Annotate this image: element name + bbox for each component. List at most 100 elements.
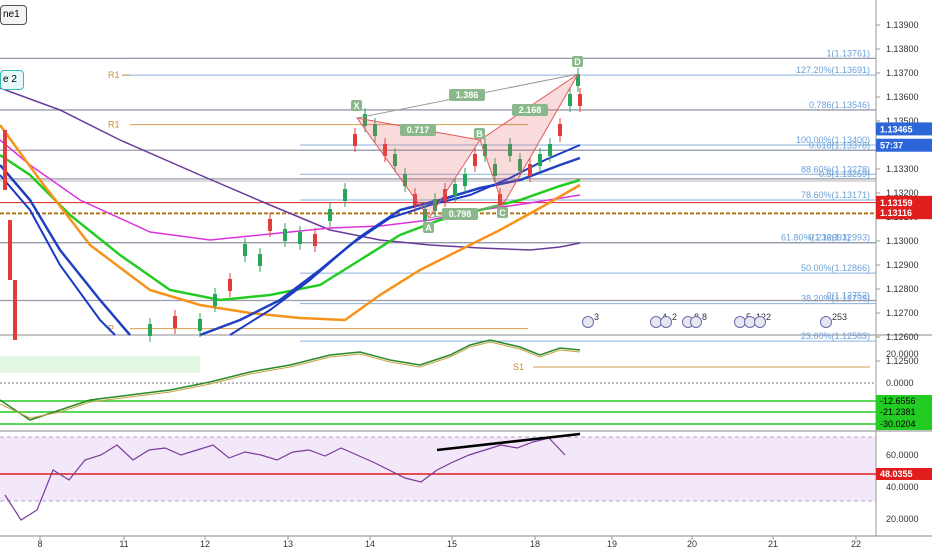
ma-orange-line [0, 124, 581, 322]
event-badge-label: 3 [594, 312, 599, 322]
pattern-point-badge [497, 207, 508, 218]
pattern-point-badge [474, 128, 485, 139]
price-tick-label: 1.13700 [886, 68, 919, 78]
pattern-point-label: B [476, 129, 483, 139]
indicator-chip-1-label: ne1 [3, 9, 20, 20]
candle-body [423, 209, 427, 221]
pattern-ratio-badge [400, 124, 436, 136]
candle-body [243, 244, 247, 256]
candle-body [453, 184, 457, 196]
event-badge-label: 2 [766, 312, 771, 322]
candle-body [578, 94, 582, 106]
pivot-label: R1 [108, 70, 120, 80]
candle-body [363, 114, 367, 126]
osc-level-badge [876, 395, 932, 407]
candle-body [538, 154, 542, 166]
price-badge [876, 195, 932, 209]
event-badge [820, 316, 832, 328]
indicator-chip-2[interactable]: e 2 [0, 70, 24, 90]
candle-body [473, 154, 477, 166]
fib-level-label: 38.20%(1.12739) [801, 294, 870, 304]
candle-body [328, 209, 332, 221]
candle-body [433, 199, 437, 211]
event-badge [660, 316, 672, 328]
price-badge-label: 57:37 [880, 141, 903, 151]
x-tick-label: 11 [119, 539, 128, 549]
event-badge [754, 316, 766, 328]
price-tick-label: 1.12700 [886, 308, 919, 318]
pattern-point-label: A [425, 223, 432, 233]
candle-body [508, 144, 512, 156]
event-badge [744, 316, 756, 328]
price-badge-label: 1.13465 [880, 124, 913, 134]
pattern-ratio-badge [442, 208, 478, 220]
pattern-ratio-label: 2.168 [519, 105, 542, 115]
price-tick-label: 1.12500 [886, 356, 919, 366]
price-tick-label: 1.13900 [886, 20, 919, 30]
pattern-point-badge [423, 222, 434, 233]
candle-body [576, 74, 580, 86]
fib-level-label: 0.618(1.13378) [809, 140, 870, 150]
rsi-line [4, 437, 566, 521]
candle-body [373, 124, 377, 136]
fib-level-label: 0(1.12752) [826, 291, 870, 301]
ma-navy-line [0, 174, 116, 336]
candle-body [268, 219, 272, 231]
price-badge [876, 138, 932, 152]
pattern-point-badge [351, 100, 362, 111]
pattern-ratio-label: 1.386 [456, 90, 479, 100]
fib-level-label: 100.00%(1.13400) [796, 135, 870, 145]
candle-body [313, 234, 317, 246]
x-tick-label: 15 [447, 539, 457, 549]
candle-body [413, 194, 417, 206]
candle-body [3, 130, 7, 190]
rsi-level-label: 48.0355 [880, 469, 913, 479]
pivot-label: P [108, 324, 114, 334]
pattern-point-label: X [353, 101, 359, 111]
ma-purple-line [0, 87, 581, 251]
osc-tick-label: 20.0000 [886, 349, 919, 359]
event-badge [650, 316, 662, 328]
ma-navy-line [229, 144, 581, 336]
pattern-point-label: C [499, 208, 506, 218]
x-tick-label: 12 [200, 539, 210, 549]
candle-body [198, 319, 202, 331]
pattern-ratio-label: 0.717 [407, 125, 430, 135]
fib-level-label: 23.60%(1.12583) [801, 331, 870, 341]
event-badge-label: 8 [702, 312, 707, 322]
event-badge-label: 253 [832, 312, 847, 322]
candle-body [518, 159, 522, 171]
green-band [0, 356, 200, 373]
indicator-chip-1[interactable]: ne1 [0, 5, 27, 25]
candle-body [148, 324, 152, 336]
x-tick-label: 19 [607, 539, 617, 549]
x-tick-label: 14 [365, 539, 375, 549]
ma-green-line [0, 153, 581, 302]
pivot-label: S1 [513, 362, 524, 372]
price-tick-label: 1.12900 [886, 260, 919, 270]
fib-level-label: 0.5(1.13259) [819, 169, 870, 179]
event-badge [690, 316, 702, 328]
candle-body [393, 154, 397, 166]
rsi-tick-label: 40.0000 [886, 482, 919, 492]
fib-level-label: 88.60%(1.13278) [801, 164, 870, 174]
candle-body [548, 144, 552, 156]
candle-body [528, 164, 532, 176]
x-tick-label: 8 [37, 539, 42, 549]
price-tick-label: 1.13800 [886, 44, 919, 54]
fib-level-label: 61.80%(1.12993) [781, 233, 850, 243]
price-tick-label: 1.13000 [886, 236, 919, 246]
candle-body [498, 194, 502, 206]
fib-level-label: 50.00%(1.12866) [801, 263, 870, 273]
ma-blue-line [0, 164, 131, 336]
candle-body [493, 164, 497, 176]
price-badge-label: 1.13116 [880, 208, 912, 218]
price-tick-label: 1.12600 [886, 332, 919, 342]
fib-level-label: 0.786(1.13546) [809, 100, 870, 110]
event-badge [734, 316, 746, 328]
candle-body [443, 189, 447, 201]
oscillator-signal-line [0, 341, 581, 419]
fib-level-label: 78.60%(1.13171) [801, 190, 870, 200]
